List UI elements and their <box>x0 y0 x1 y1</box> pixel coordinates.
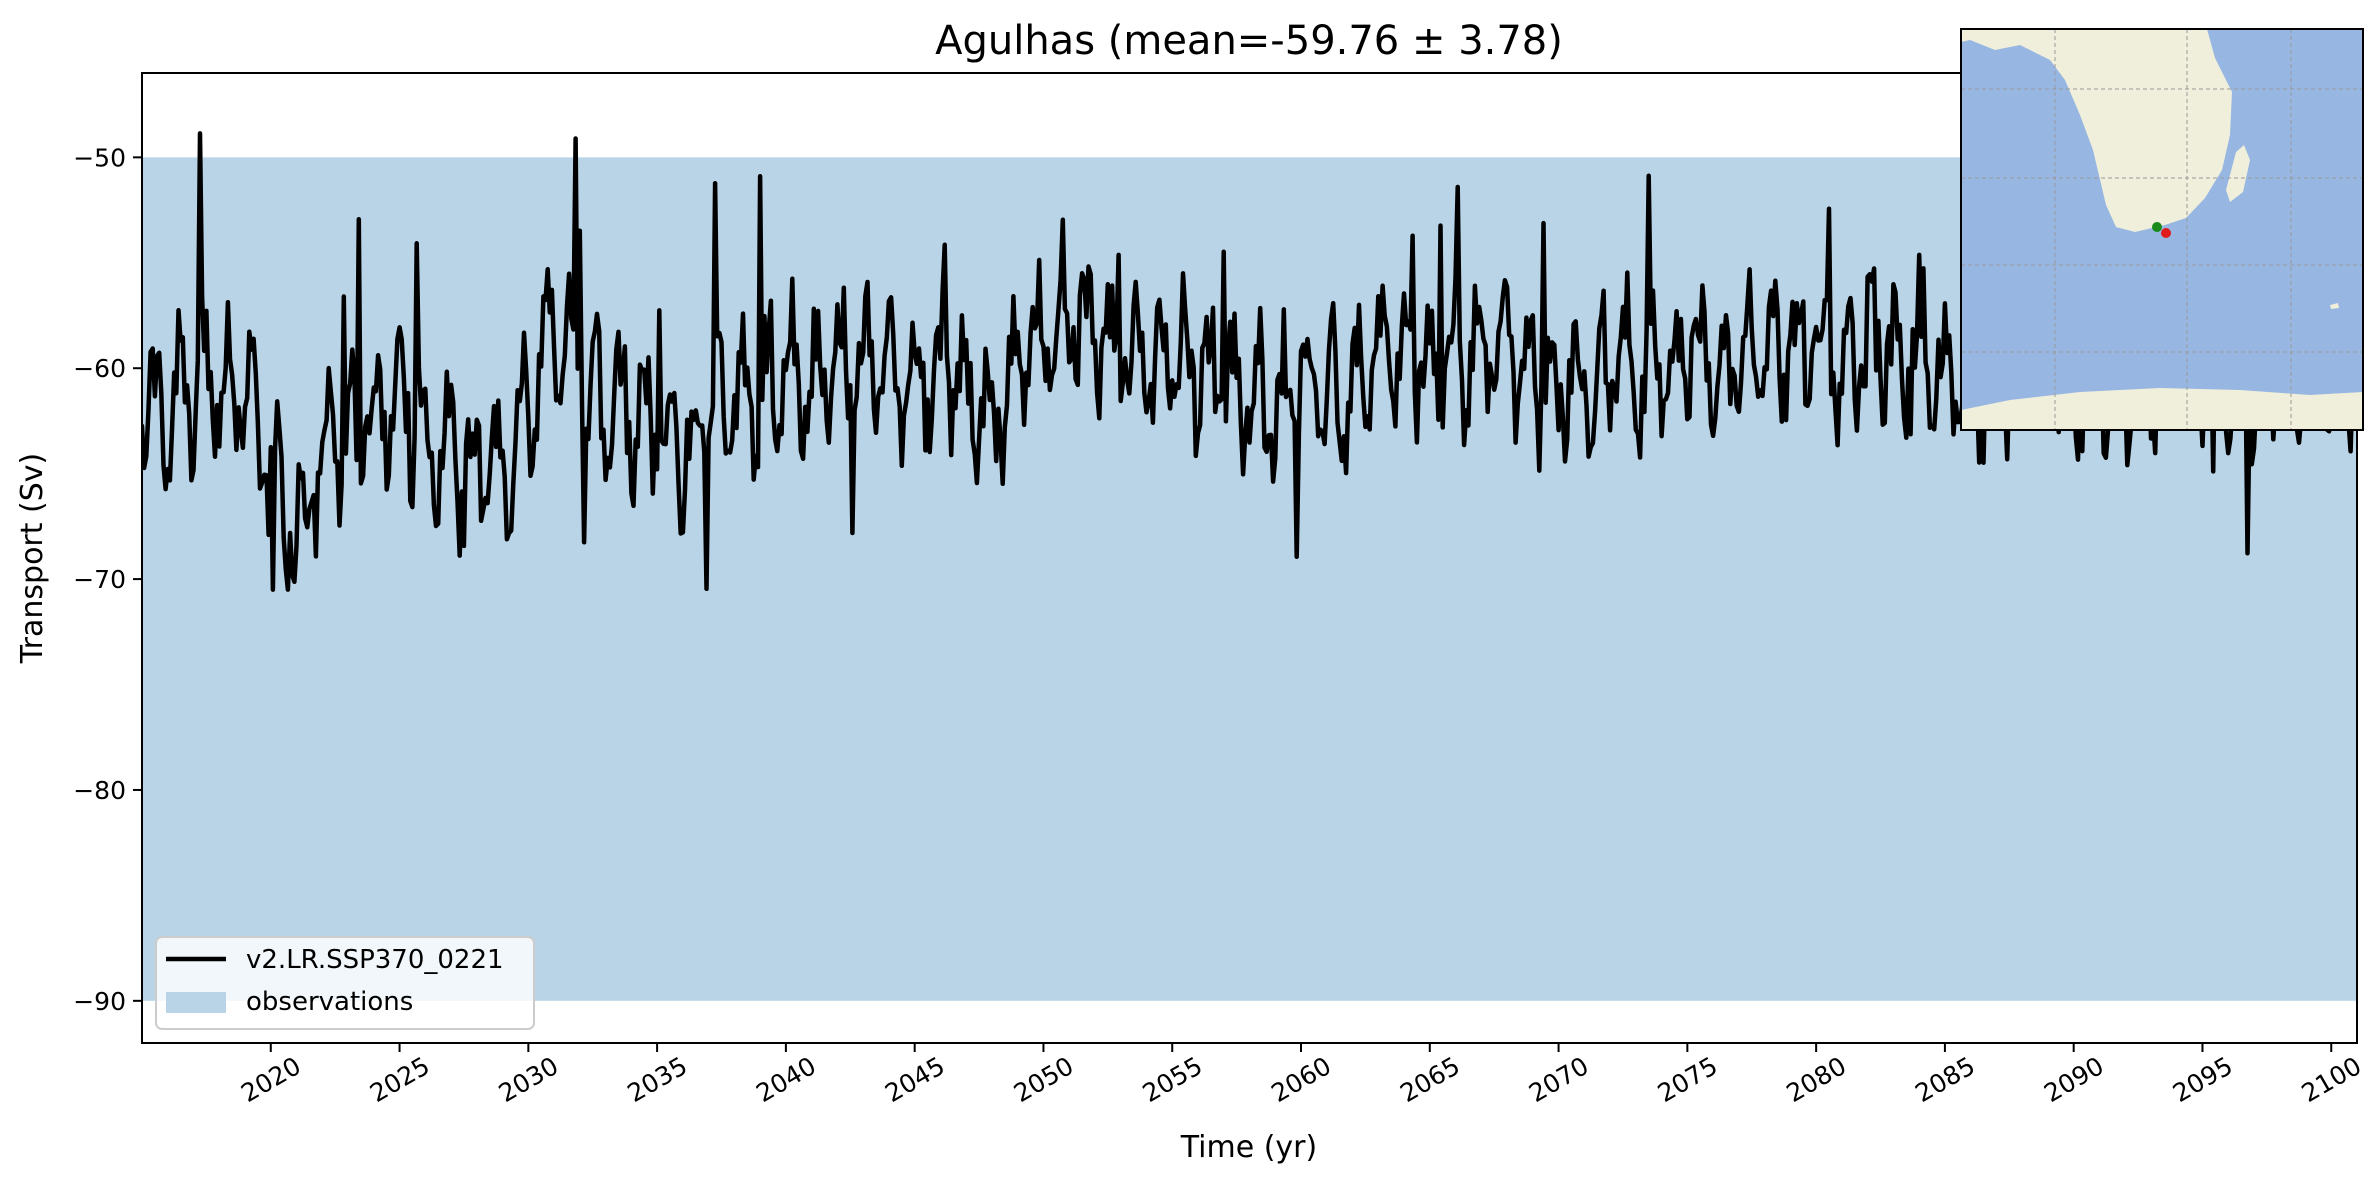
x-axis: 2020 2025 2030 2035 2040 2045 2050 2055 2060 2065… <box>236 1043 2366 1108</box>
inset-map <box>1960 28 2364 431</box>
legend-box <box>155 936 535 1030</box>
x-tick-label: 2100 <box>2297 1051 2367 1108</box>
legend-observations-label: observations <box>246 987 413 1017</box>
x-tick-label: 2030 <box>494 1051 564 1108</box>
x-tick-label: 2045 <box>880 1051 950 1108</box>
x-tick-label: 2095 <box>2168 1051 2238 1108</box>
x-tick-label: 2075 <box>1653 1051 1723 1108</box>
x-tick-label: 2065 <box>1395 1051 1465 1108</box>
y-tick-label: −60 <box>73 354 126 383</box>
y-tick-label: −70 <box>73 565 126 594</box>
red-dot-marker <box>2161 228 2171 238</box>
y-tick-label: −80 <box>73 776 126 805</box>
y-axis: −50 −60 −70 −80 −90 <box>73 143 142 1016</box>
y-tick-label: −50 <box>73 143 126 172</box>
x-axis-label: Time (yr) <box>1180 1130 1317 1165</box>
chart-title: Agulhas (mean=-59.76 ± 3.78) <box>935 18 1563 64</box>
y-tick-label: −90 <box>73 987 126 1016</box>
x-tick-label: 2050 <box>1009 1051 1079 1108</box>
legend-series-label: v2.LR.SSP370_0221 <box>246 945 504 975</box>
x-tick-label: 2090 <box>2039 1051 2109 1108</box>
x-tick-label: 2085 <box>1910 1051 1980 1108</box>
inset-map-frame <box>1960 28 2364 431</box>
map-land-antarctica <box>1961 388 2363 430</box>
map-land-africa <box>1961 29 2232 232</box>
legend: v2.LR.SSP370_0221 observations <box>155 936 535 1030</box>
map-gridlines <box>1961 29 2363 430</box>
plot-frame <box>141 72 2358 1044</box>
x-tick-label: 2060 <box>1266 1051 1336 1108</box>
map-land-madagascar <box>2226 145 2250 202</box>
legend-band-swatch <box>166 992 226 1013</box>
x-tick-label: 2025 <box>365 1051 435 1108</box>
green-dot-marker <box>2152 222 2162 232</box>
x-tick-label: 2070 <box>1524 1051 1594 1108</box>
x-tick-label: 2020 <box>236 1051 306 1108</box>
x-tick-label: 2055 <box>1138 1051 1208 1108</box>
x-tick-label: 2035 <box>623 1051 693 1108</box>
x-tick-label: 2080 <box>1782 1051 1852 1108</box>
y-axis-label: Transport (Sv) <box>15 453 50 665</box>
x-tick-label: 2040 <box>751 1051 821 1108</box>
map-land-island <box>2330 303 2339 309</box>
